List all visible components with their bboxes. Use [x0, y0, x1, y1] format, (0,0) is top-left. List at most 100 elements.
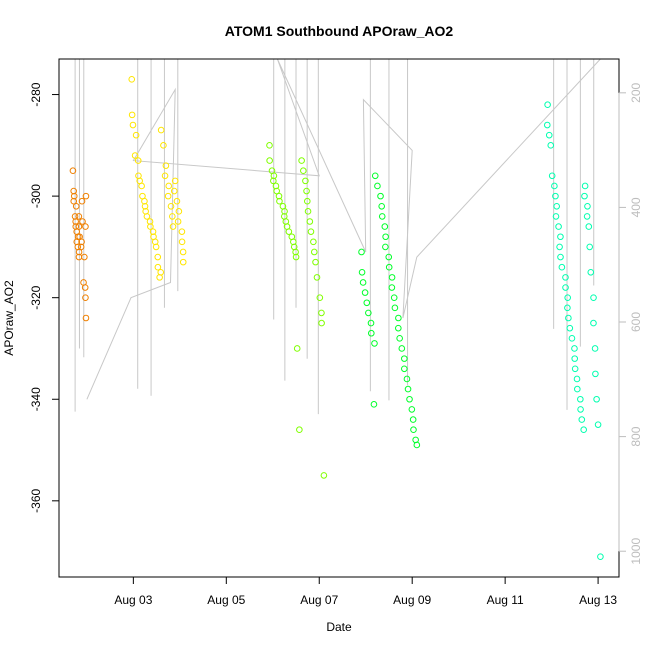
data-point [391, 304, 399, 312]
data-point [157, 126, 165, 134]
right-tick-label: 600 [629, 312, 643, 332]
data-point [306, 218, 314, 225]
data-point [365, 309, 372, 317]
data-point [584, 202, 591, 210]
data-point [390, 294, 398, 301]
data-point [303, 187, 310, 195]
data-point [568, 335, 576, 342]
y-axis-label: APOraw_AO2 [2, 280, 16, 356]
data-point [129, 121, 137, 129]
data-point [395, 324, 402, 332]
data-point [597, 553, 604, 560]
data-point [367, 319, 375, 327]
data-point [395, 314, 402, 322]
data-point [573, 375, 581, 383]
data-point [298, 157, 305, 164]
data-point [370, 401, 378, 408]
data-point [406, 395, 413, 403]
data-point [385, 263, 393, 271]
data-point [146, 218, 154, 225]
data-point [564, 304, 571, 312]
data-point [374, 182, 381, 190]
data-point [594, 421, 602, 428]
data-point [156, 274, 163, 281]
data-point [303, 197, 311, 205]
data-point [82, 294, 89, 301]
data-point [179, 258, 187, 266]
data-point [587, 268, 595, 276]
data-point [371, 340, 378, 347]
data-point [170, 187, 178, 195]
data-point [310, 248, 318, 256]
data-point [548, 172, 556, 180]
data-point [285, 228, 293, 235]
y-tick-label: -340 [29, 387, 43, 411]
data-point [585, 223, 593, 230]
data-point [147, 223, 154, 230]
data-point [371, 172, 379, 180]
data-point [313, 274, 321, 281]
data-point [566, 324, 574, 332]
data-point [556, 243, 563, 251]
data-point [358, 268, 366, 276]
data-point [131, 152, 139, 159]
data-point [571, 365, 579, 373]
data-point [281, 208, 288, 215]
data-point [578, 416, 586, 423]
x-tick-label: Aug 05 [207, 593, 245, 607]
data-point [132, 131, 140, 139]
data-point [545, 131, 553, 139]
data-point [396, 335, 403, 342]
y-tick-label: -320 [29, 285, 43, 309]
data-point [75, 223, 83, 230]
data-point [82, 192, 90, 200]
data-point [160, 142, 167, 149]
data-point [178, 228, 186, 235]
data-point [583, 213, 591, 220]
data-point [410, 426, 417, 434]
scatter-points [69, 76, 604, 560]
data-point [377, 192, 384, 200]
data-point [154, 263, 162, 271]
data-point [75, 213, 83, 220]
data-point [401, 365, 408, 373]
data-point [174, 218, 182, 225]
plot-frame [58, 58, 620, 578]
data-point [292, 253, 300, 261]
data-point [72, 218, 79, 225]
data-point [557, 233, 564, 241]
data-point [562, 274, 569, 281]
data-point [318, 319, 325, 327]
data-point [173, 197, 181, 205]
data-point [162, 162, 170, 169]
data-point [401, 355, 408, 362]
data-point [385, 253, 393, 261]
data-point [551, 182, 558, 190]
data-point [79, 218, 86, 225]
data-point [154, 253, 162, 261]
y-tick-label: -300 [29, 184, 43, 208]
data-point [138, 182, 145, 190]
data-point [178, 238, 186, 246]
data-point [592, 370, 599, 378]
data-point [164, 192, 172, 200]
data-point [577, 395, 584, 403]
data-point [398, 345, 406, 352]
data-point [296, 426, 303, 434]
x-tick-label: Aug 11 [487, 593, 524, 607]
secondary-line-path [86, 58, 601, 400]
data-point [270, 177, 277, 185]
right-tick-label: 400 [629, 197, 643, 217]
data-point [558, 263, 566, 271]
data-point [552, 213, 560, 220]
data-point [358, 248, 365, 256]
data-point [581, 192, 588, 200]
x-tick-label: Aug 13 [579, 593, 617, 607]
data-point [266, 157, 273, 164]
data-point [78, 197, 86, 205]
data-point [557, 253, 564, 261]
data-point [312, 258, 319, 266]
x-tick-label: Aug 09 [393, 593, 431, 607]
data-point [382, 243, 389, 251]
